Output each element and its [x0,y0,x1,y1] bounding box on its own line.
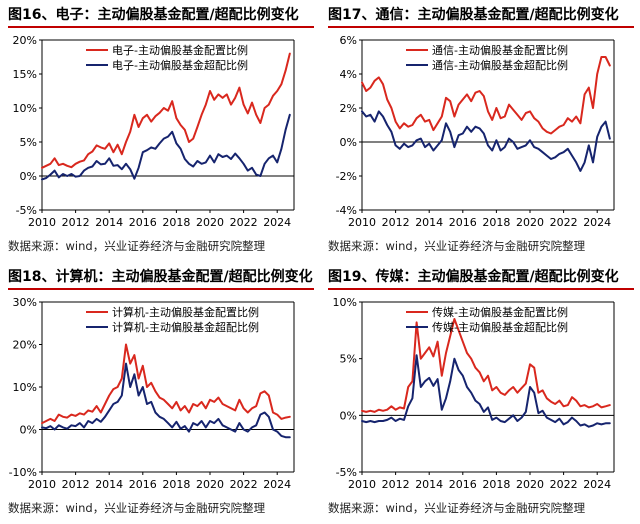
x-tick-label: 2014 [415,478,443,491]
chart-title: 图18、计算机：主动偏股基金配置/超配比例变化 [8,266,314,290]
line-chart-electronics: 20% 15% 10% 5% 0% -5%2010 2012 2014 2016 2018 2020… [13,34,295,229]
y-tick-label: 0% [20,170,37,183]
legend-entry: 传媒-主动偏股基金配置比例 [432,305,568,319]
x-tick-label: 2020 [196,478,224,491]
series-line [361,110,611,172]
x-tick-label: 2024 [583,216,611,229]
legend-entry: 通信-主动偏股基金超配比例 [432,58,568,72]
legend-entry: 计算机-主动偏股基金超配比例 [112,320,259,334]
x-tick-label: 2020 [516,478,544,491]
x-tick-label: 2010 [348,216,376,229]
x-tick-label: 2020 [196,216,224,229]
legend-entry: 传媒-主动偏股基金超配比例 [432,320,568,334]
x-tick-label: 2010 [348,478,376,491]
legend-entry: 计算机-主动偏股基金配置比例 [112,305,259,319]
chart-panel-electronics: 图16、电子：主动偏股基金配置/超配比例变化 20% 15% 10% 5% 0% -5% 2… [0,0,320,262]
x-tick-label: 2024 [263,478,291,491]
series-line [41,362,291,439]
x-tick-label: 2018 [162,478,190,491]
x-tick-label: 2022 [550,216,578,229]
legend-entry: 电子-主动偏股基金超配比例 [112,58,248,72]
x-tick-label: 2010 [28,478,56,491]
x-tick-label: 2010 [28,216,56,229]
y-tick-label: 10% [13,381,37,394]
y-tick-label: 4% [340,68,357,81]
y-tick-label: 5% [340,353,357,366]
chart-source: 数据来源：wind，兴业证券经济与金融研究院整理 [8,501,266,515]
series-line [41,52,291,169]
legend-entry: 电子-主动偏股基金配置比例 [112,43,248,57]
y-tick-label: 10% [13,102,37,115]
x-tick-label: 2016 [129,478,157,491]
chart-panel-computer: 图18、计算机：主动偏股基金配置/超配比例变化 30% 20% 10% 0% -10% 2… [0,262,320,524]
y-tick-label: 2% [340,102,357,115]
x-tick-label: 2018 [482,478,510,491]
y-tick-label: 0% [20,424,37,437]
y-tick-label: 20% [13,339,37,352]
x-tick-label: 2016 [449,478,477,491]
x-tick-label: 2018 [162,216,190,229]
line-chart-telecom: 6% 4% 2% 0% -2% -4%2010 2012 2014 2016 2018 2020 20… [336,34,615,229]
line-chart-computer: 30% 20% 10% 0% -10%2010 2012 2014 2016 2018 2020 2… [9,296,295,491]
y-tick-label: -5% [336,466,357,479]
series-line [361,56,611,135]
line-chart-media: 10% 5% 0% -5%2010 2012 2014 2016 2018 2020 2022 20… [333,296,615,491]
y-tick-label: 6% [340,34,357,47]
x-tick-label: 2022 [550,478,578,491]
y-tick-label: -10% [9,466,37,479]
x-tick-label: 2024 [583,478,611,491]
x-tick-label: 2024 [263,216,291,229]
x-tick-label: 2018 [482,216,510,229]
y-tick-label: -4% [336,204,357,217]
x-tick-label: 2016 [129,216,157,229]
x-tick-label: 2016 [449,216,477,229]
chart-title: 图19、传媒：主动偏股基金配置/超配比例变化 [328,266,634,290]
x-tick-label: 2012 [382,478,410,491]
legend-entry: 通信-主动偏股基金配置比例 [432,43,568,57]
chart-source: 数据来源：wind，兴业证券经济与金融研究院整理 [328,501,586,515]
x-tick-label: 2012 [62,216,90,229]
y-tick-label: 10% [333,296,357,309]
chart-source: 数据来源：wind，兴业证券经济与金融研究院整理 [8,239,266,253]
x-tick-label: 2014 [415,216,443,229]
x-tick-label: 2020 [516,216,544,229]
x-tick-label: 2022 [230,478,258,491]
y-tick-label: -2% [336,170,357,183]
x-tick-label: 2012 [382,216,410,229]
chart-panel-telecom: 图17、通信：主动偏股基金配置/超配比例变化 6% 4% 2% 0% -2% -4% 201… [320,0,640,262]
chart-source: 数据来源：wind，兴业证券经济与金融研究院整理 [328,239,586,253]
series-line [41,113,291,181]
y-tick-label: 0% [340,136,357,149]
chart-panel-media: 图19、传媒：主动偏股基金配置/超配比例变化 10% 5% 0% -5% 2010 201… [320,262,640,524]
series-line [41,343,291,425]
x-tick-label: 2014 [95,478,123,491]
y-tick-label: 0% [340,409,357,422]
y-tick-label: 5% [20,136,37,149]
chart-title: 图16、电子：主动偏股基金配置/超配比例变化 [8,4,314,28]
y-tick-label: 15% [13,68,37,81]
x-tick-label: 2012 [62,478,90,491]
x-tick-label: 2022 [230,216,258,229]
y-tick-label: 20% [13,34,37,47]
x-tick-label: 2014 [95,216,123,229]
series-line [361,318,611,413]
chart-title: 图17、通信：主动偏股基金配置/超配比例变化 [328,4,634,28]
series-line [361,354,611,428]
y-tick-label: 30% [13,296,37,309]
y-tick-label: -5% [16,204,37,217]
